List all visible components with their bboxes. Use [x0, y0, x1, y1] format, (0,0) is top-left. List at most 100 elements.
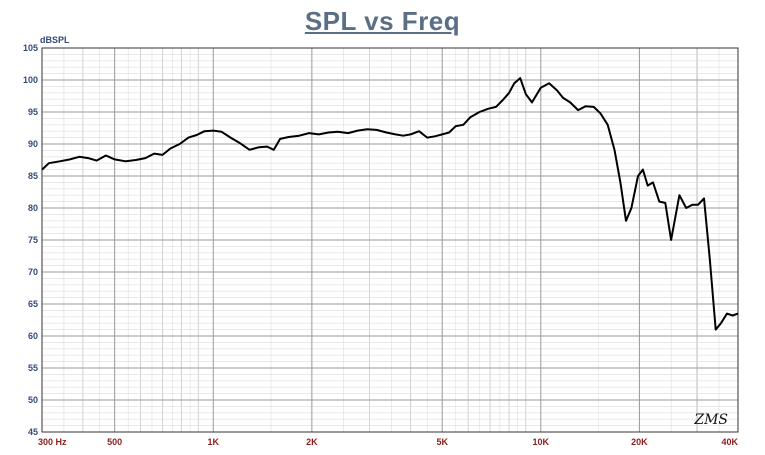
data-point: [495, 106, 497, 108]
data-point: [135, 159, 137, 161]
data-point: [613, 149, 615, 151]
data-point: [144, 157, 146, 159]
data-point: [731, 314, 733, 316]
data-point: [709, 258, 711, 260]
x-tick-label: 2K: [306, 437, 318, 447]
x-tick-label: 500: [107, 437, 122, 447]
data-point: [469, 116, 471, 118]
y-tick-label: 45: [28, 427, 38, 437]
data-point: [619, 181, 621, 183]
data-point: [562, 97, 564, 99]
data-point: [169, 147, 171, 149]
data-point: [678, 194, 680, 196]
data-point: [625, 220, 627, 222]
y-tick-label: 70: [28, 267, 38, 277]
series-points: [41, 77, 739, 331]
data-point: [487, 108, 489, 110]
data-point: [375, 129, 377, 131]
data-point: [298, 135, 300, 137]
data-point: [548, 82, 550, 84]
data-point: [105, 154, 107, 156]
data-point: [434, 135, 436, 137]
data-point: [577, 109, 579, 111]
y-tick-label: 100: [23, 75, 38, 85]
y-tick-label: 75: [28, 235, 38, 245]
data-point: [691, 204, 693, 206]
y-tick-label: 95: [28, 107, 38, 117]
data-point: [394, 133, 396, 135]
y-axis-ticks: 45 50 55 60 65 70 75 80 85 90 95 100 105: [23, 43, 38, 437]
x-tick-label: 10K: [533, 437, 550, 447]
data-point: [519, 77, 521, 79]
data-point: [187, 136, 189, 138]
data-point: [630, 207, 632, 209]
data-point: [48, 162, 50, 164]
data-point: [220, 131, 222, 133]
data-point: [703, 197, 705, 199]
data-point: [288, 136, 290, 138]
data-point: [229, 136, 231, 138]
data-point: [385, 131, 387, 133]
data-point: [266, 145, 268, 147]
data-point: [658, 200, 660, 202]
data-point: [337, 131, 339, 133]
data-point: [239, 142, 241, 144]
x-tick-label: 1K: [208, 437, 220, 447]
data-point: [441, 133, 443, 135]
data-point: [462, 124, 464, 126]
y-axis-label: dBSPL: [40, 35, 70, 45]
y-tick-label: 105: [23, 43, 38, 53]
data-point: [607, 124, 609, 126]
zms-signature: ZMS: [693, 412, 728, 428]
data-point: [248, 149, 250, 151]
data-point: [258, 146, 260, 148]
data-point: [715, 328, 717, 330]
data-point: [196, 134, 198, 136]
data-point: [179, 143, 181, 145]
data-point: [203, 130, 205, 132]
data-point: [556, 89, 558, 91]
y-tick-label: 55: [28, 363, 38, 373]
data-point: [41, 168, 43, 170]
data-point: [685, 207, 687, 209]
data-point: [402, 135, 404, 137]
data-point: [78, 156, 80, 158]
data-point: [87, 157, 89, 159]
data-point: [642, 168, 644, 170]
data-point: [409, 133, 411, 135]
data-point: [95, 159, 97, 161]
plot-frame: [41, 47, 739, 433]
data-point: [508, 92, 510, 94]
data-point: [273, 149, 275, 151]
data-point: [726, 312, 728, 314]
data-point: [347, 132, 349, 134]
data-point: [737, 312, 739, 314]
data-point: [318, 133, 320, 135]
x-tick-label: 20K: [631, 437, 648, 447]
data-point: [426, 136, 428, 138]
data-point: [670, 239, 672, 241]
data-point: [279, 138, 281, 140]
data-point: [652, 181, 654, 183]
data-point: [647, 184, 649, 186]
data-point: [418, 130, 420, 132]
data-point: [531, 101, 533, 103]
data-point: [448, 131, 450, 133]
x-tick-label: 5K: [436, 437, 448, 447]
x-tick-label: 40K: [721, 437, 738, 447]
data-point: [455, 125, 457, 127]
data-point: [637, 175, 639, 177]
chart-title: SPL vs Freq: [304, 6, 461, 36]
data-point: [59, 160, 61, 162]
data-point: [513, 82, 515, 84]
data-point: [69, 158, 71, 160]
y-tick-label: 90: [28, 139, 38, 149]
data-point: [540, 87, 542, 89]
data-point: [124, 160, 126, 162]
data-point: [308, 132, 310, 134]
data-point: [569, 101, 571, 103]
spl-series-line: [41, 77, 739, 331]
x-axis-ticks: 300 Hz 500 1K 2K 5K 10K 20K 40K: [38, 437, 738, 447]
data-point: [584, 105, 586, 107]
